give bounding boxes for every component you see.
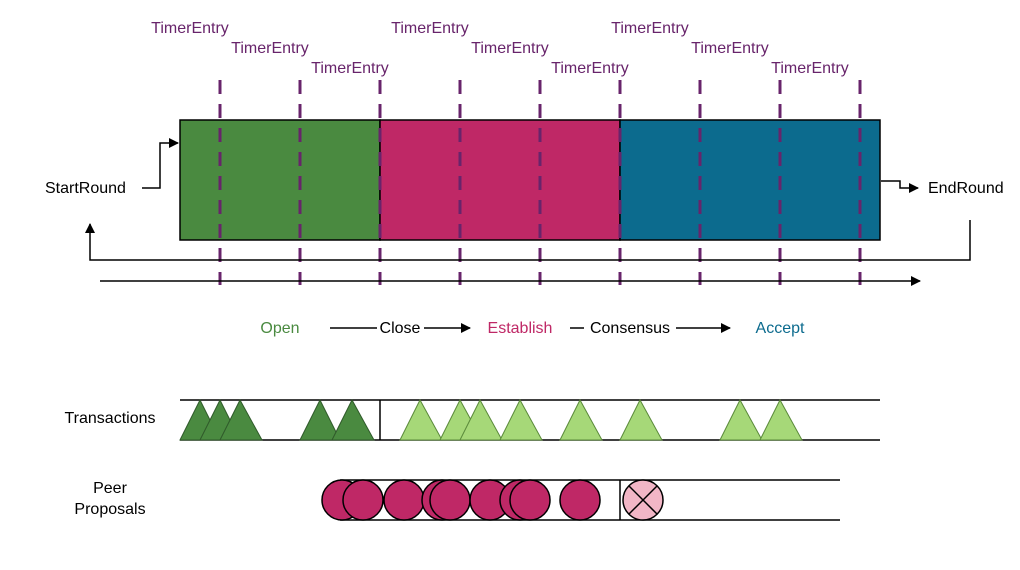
transaction-marker [399,398,443,441]
end-round-arrow [881,180,919,193]
loop-back-arrow [85,220,971,261]
proposals-lane [340,479,840,521]
proposal-marker [342,479,384,521]
timer-entry-label: TimerEntry [551,60,629,77]
phase-consensus-label: Consensus [590,320,670,337]
timer-entry-label: TimerEntry [771,60,849,77]
timer-entry-label: TimerEntry [151,20,229,37]
timer-entry-label: TimerEntry [391,20,469,37]
peer-proposals-label-line1: Peer [93,480,127,497]
timer-entry-label: TimerEntry [471,40,549,57]
transaction-marker [559,398,603,441]
proposal-marker [559,479,601,521]
transaction-marker [719,398,763,441]
start-round-label: StartRound [45,180,126,197]
peer-proposals-label-line2: Proposals [74,501,145,518]
transaction-marker [299,398,341,441]
timer-entry-label: TimerEntry [311,60,389,77]
accept-phase-block [619,119,881,241]
timer-lines [218,80,862,285]
start-round-arrow [142,138,179,189]
transactions-label: Transactions [65,410,156,427]
establish-phase-block [379,119,621,241]
phase-establish-label: Establish [488,320,553,337]
transaction-marker [759,398,803,441]
rejected-proposal-marker [622,479,664,521]
transaction-marker [459,398,503,441]
timer-entry-label: TimerEntry [611,20,689,37]
transaction-marker [219,398,263,441]
timer-entry-label: TimerEntry [231,40,309,57]
proposal-marker [509,479,551,521]
phase-open-label: Open [260,320,299,337]
transaction-marker [331,398,375,441]
open-phase-block [179,119,381,241]
proposal-marker [429,479,471,521]
phase-accept-label: Accept [756,320,805,337]
transaction-marker [499,398,543,441]
phase-close-label: Close [380,320,421,337]
proposal-marker [383,479,425,521]
transaction-marker [619,398,663,441]
end-round-label: EndRound [928,180,1004,197]
timer-entry-label: TimerEntry [691,40,769,57]
